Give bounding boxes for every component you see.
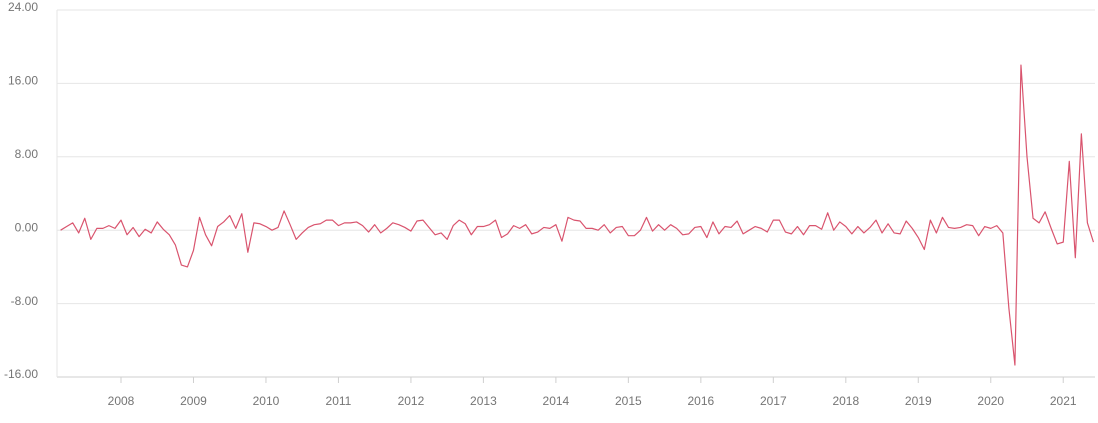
x-tick-label: 2010 xyxy=(253,394,280,408)
x-tick-label: 2017 xyxy=(760,394,787,408)
x-tick-label: 2020 xyxy=(977,394,1004,408)
y-tick-label: -16.00 xyxy=(4,367,38,381)
x-tick-label: 2011 xyxy=(326,394,352,408)
y-tick-label: 0.00 xyxy=(15,220,39,234)
x-tick-label: 2014 xyxy=(543,394,570,408)
x-tick-label: 2021 xyxy=(1050,394,1077,408)
y-tick-label: 8.00 xyxy=(15,147,39,161)
x-tick-label: 2013 xyxy=(470,394,497,408)
x-tick-label: 2018 xyxy=(832,394,859,408)
x-tick-label: 2012 xyxy=(398,394,425,408)
y-tick-label: -8.00 xyxy=(11,294,39,308)
data-line xyxy=(60,64,1095,366)
y-tick-label: 24.00 xyxy=(8,0,38,14)
x-tick-label: 2015 xyxy=(615,394,642,408)
x-tick-label: 2008 xyxy=(108,394,135,408)
x-tick-label: 2009 xyxy=(180,394,207,408)
y-tick-label: 16.00 xyxy=(8,74,38,88)
x-tick-label: 2016 xyxy=(687,394,714,408)
x-tick-label: 2019 xyxy=(905,394,932,408)
